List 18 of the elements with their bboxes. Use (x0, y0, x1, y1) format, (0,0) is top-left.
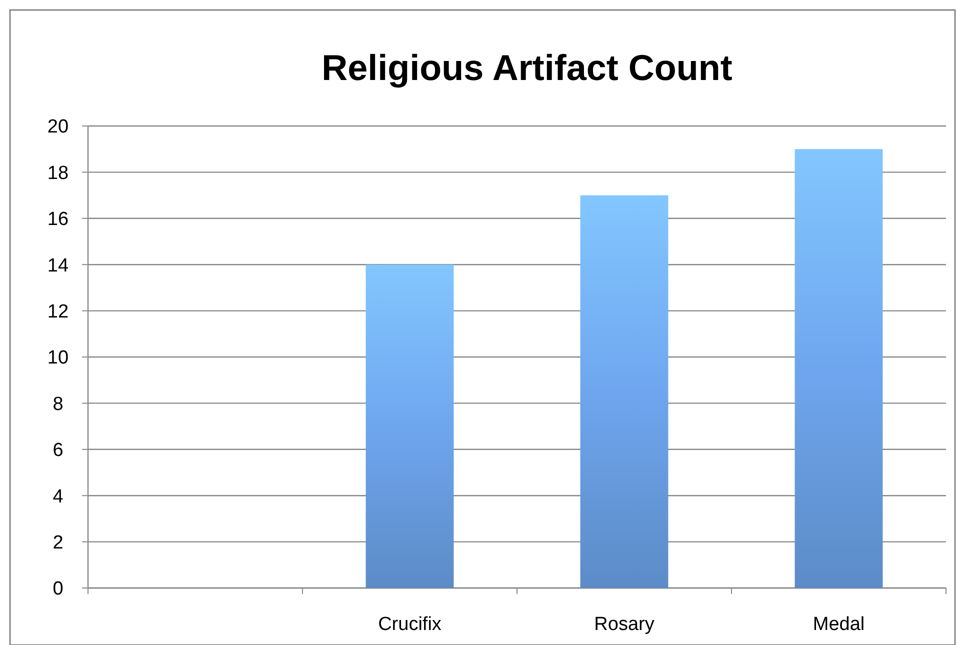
y-tick-label: 14 (47, 255, 69, 276)
x-tick-label: Rosary (594, 614, 655, 635)
bar (580, 195, 668, 588)
bar (366, 264, 454, 588)
bar (794, 149, 883, 588)
y-tick-label: 16 (47, 209, 69, 230)
chart-title: Religious Artifact Count (322, 47, 732, 88)
y-tick-label: 6 (52, 440, 64, 462)
y-tick-label: 4 (52, 486, 64, 508)
y-tick-label: 8 (52, 394, 64, 415)
y-tick-label: 18 (47, 162, 69, 184)
x-tick-label: Medal (812, 614, 865, 635)
y-tick-label: 2 (52, 532, 64, 554)
y-tick-label: 20 (47, 116, 69, 138)
y-tick-label: 0 (52, 578, 64, 600)
y-tick-label: 12 (47, 301, 69, 322)
x-tick-label: Crucifix (378, 614, 442, 635)
y-tick-label: 10 (47, 348, 69, 369)
